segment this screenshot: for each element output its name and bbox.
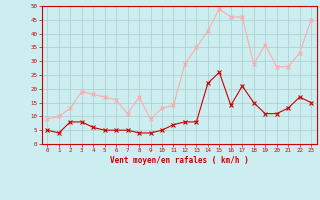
X-axis label: Vent moyen/en rafales ( km/h ): Vent moyen/en rafales ( km/h ) <box>110 156 249 165</box>
